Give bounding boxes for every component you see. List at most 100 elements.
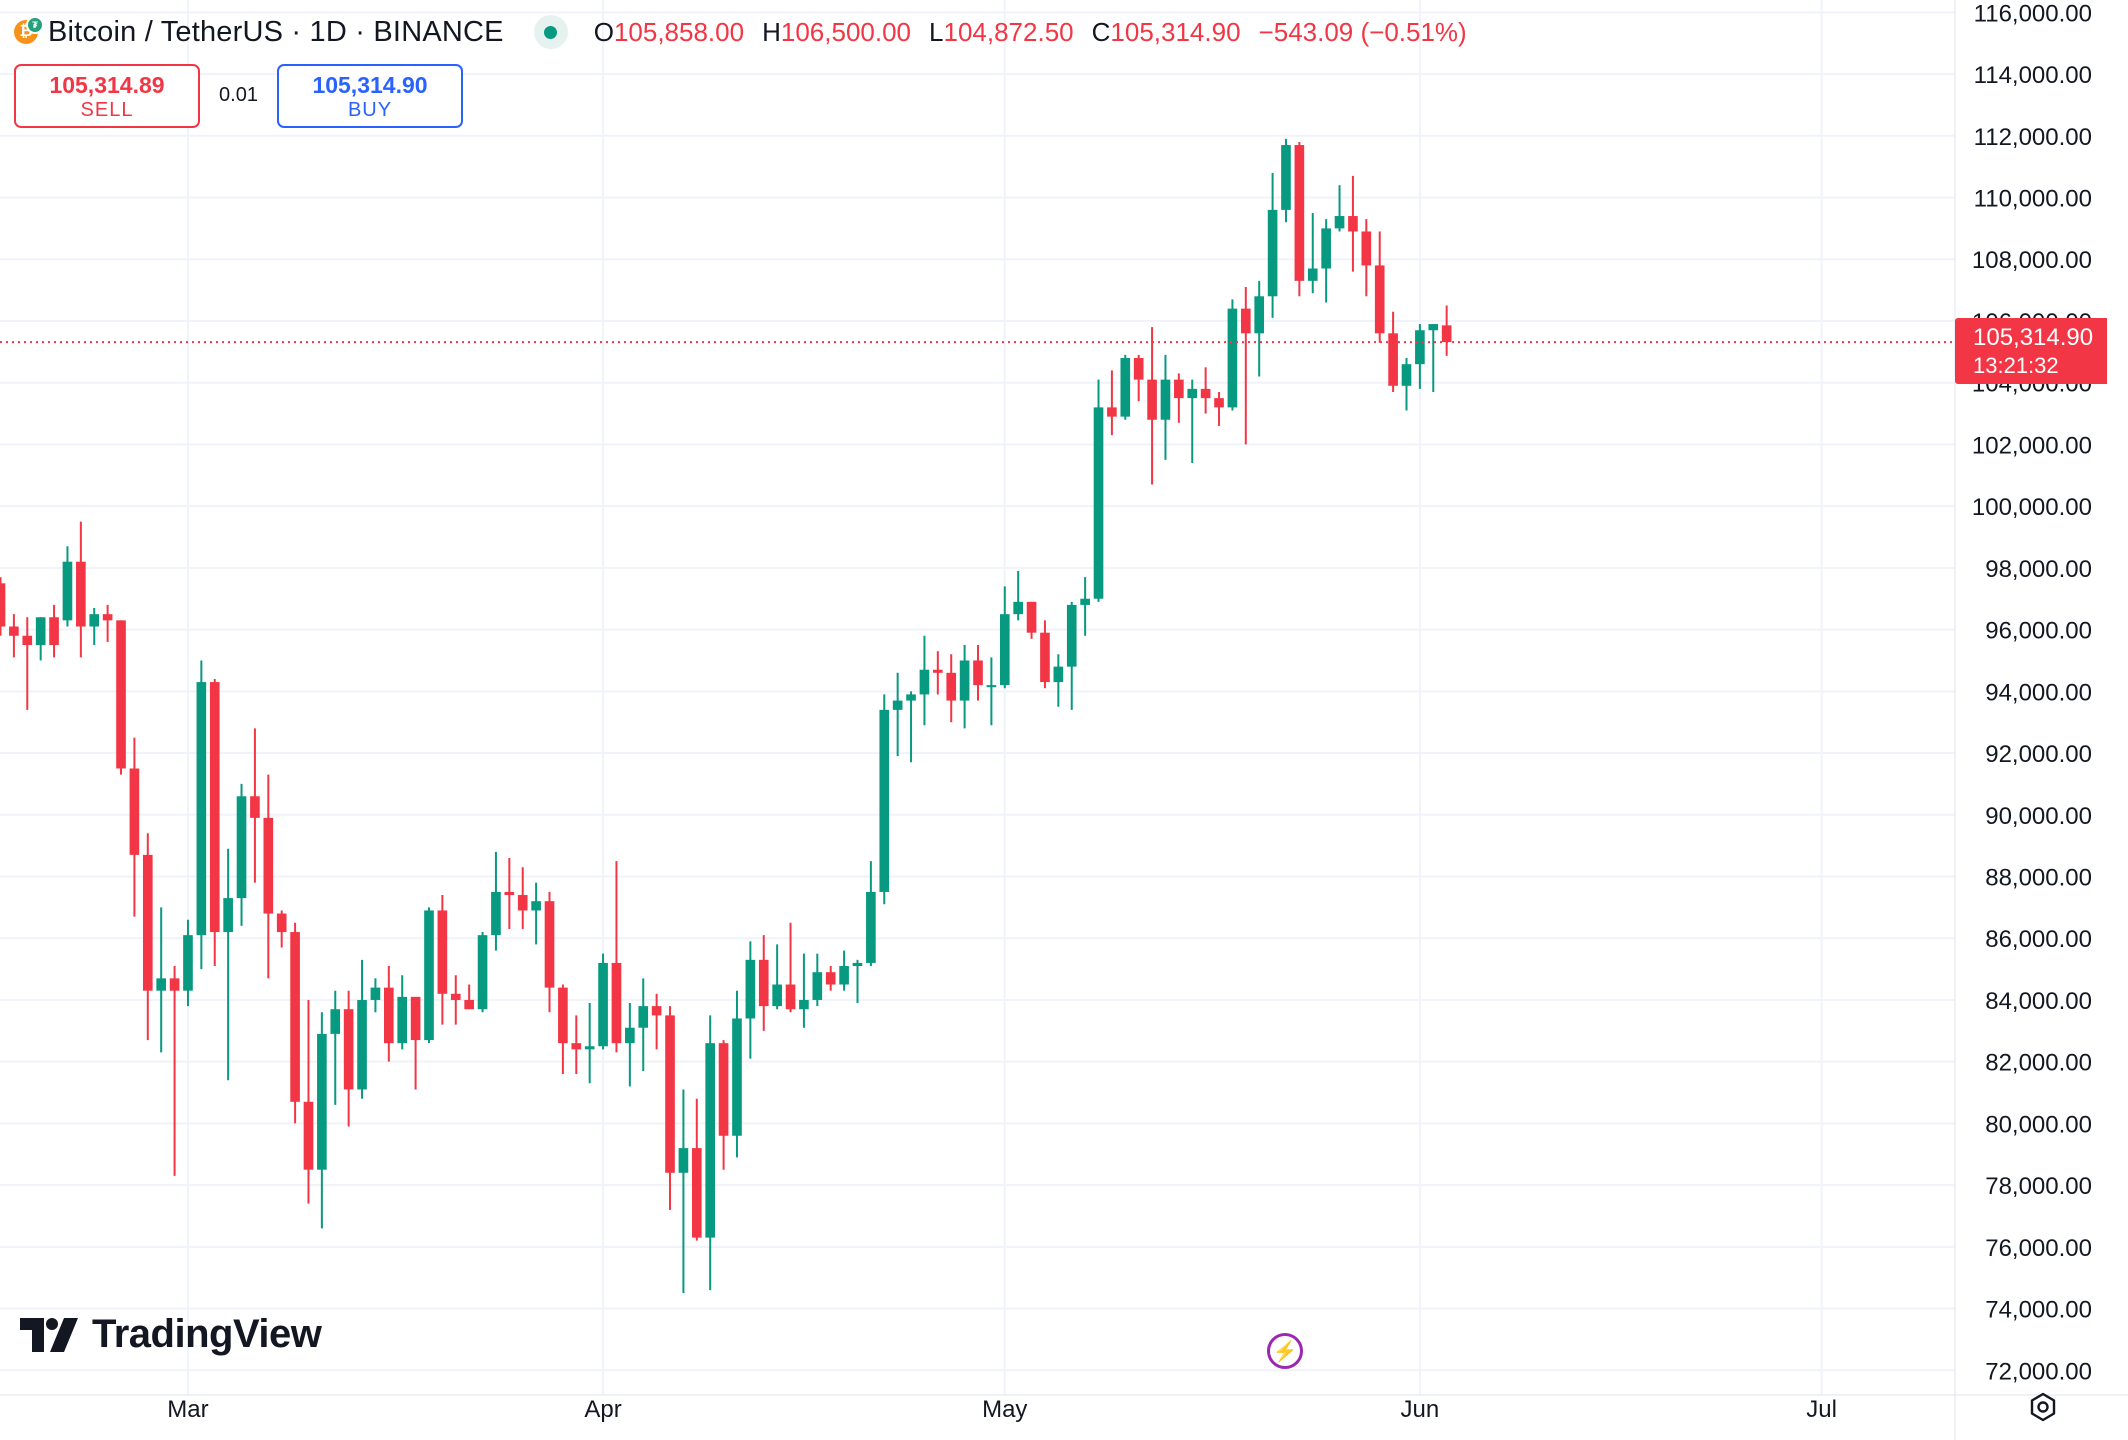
candle-up xyxy=(1093,379,1104,602)
candle-body xyxy=(290,932,300,1102)
candle-body xyxy=(236,796,247,899)
candle-body xyxy=(504,891,515,896)
candle-body xyxy=(22,635,33,646)
candle-body xyxy=(745,959,756,1019)
last-price-tag: 105,314.90 13:21:32 xyxy=(1955,318,2107,384)
candle-body xyxy=(812,972,823,1000)
y-tick-label: 110,000.00 xyxy=(1974,186,2092,213)
candle-body xyxy=(1294,145,1305,281)
candle-down xyxy=(1200,367,1211,414)
candle-body xyxy=(986,685,997,688)
candle-body xyxy=(558,987,568,1044)
candle-up xyxy=(89,607,100,646)
candle-body xyxy=(1080,598,1090,605)
ohlc-close-key: C xyxy=(1091,16,1111,47)
price-axis[interactable]: 72,000.00 74,000.00 76,000.00 78,000.00 80,0… xyxy=(1972,0,2092,1385)
candle-body xyxy=(1147,379,1157,420)
candle-body xyxy=(397,996,408,1044)
candle-down xyxy=(263,774,274,979)
candle-body xyxy=(906,694,916,701)
candle-up xyxy=(1267,172,1278,318)
candle-body xyxy=(317,1033,327,1170)
candle-up xyxy=(223,848,233,1081)
candle-down xyxy=(1147,327,1157,485)
y-tick-label: 86,000.00 xyxy=(1985,926,2092,953)
ohlc-high-key: H xyxy=(762,16,781,47)
candle-down xyxy=(276,910,287,948)
symbol-title[interactable]: Bitcoin / TetherUS · 1D · BINANCE xyxy=(48,15,504,48)
candle-up xyxy=(1321,219,1331,303)
ohlc-low-value: 104,872.50 xyxy=(943,16,1074,47)
candle-up xyxy=(999,586,1010,689)
candle-body xyxy=(169,978,180,991)
candle-body xyxy=(866,891,876,963)
candle-down xyxy=(1240,287,1251,445)
candle-body xyxy=(303,1101,314,1170)
candle-body xyxy=(1267,209,1278,297)
candle-down xyxy=(450,975,461,1025)
candle-up xyxy=(1401,358,1412,411)
candle-body xyxy=(142,854,153,991)
settings-gear-icon[interactable] xyxy=(2028,1392,2058,1422)
candle-body xyxy=(1281,145,1291,210)
order-quantity[interactable]: 0.01 xyxy=(219,84,258,106)
candle-up xyxy=(1254,280,1265,377)
time-axis[interactable]: Mar Apr May Jun Jul xyxy=(167,1396,1837,1423)
candle-down xyxy=(1361,219,1372,297)
candle-body xyxy=(276,913,287,933)
candle-up xyxy=(1307,212,1318,294)
candle-up xyxy=(1334,185,1345,232)
y-tick-label: 96,000.00 xyxy=(1985,618,2092,645)
candle-body xyxy=(1133,358,1144,380)
candle-up xyxy=(732,990,742,1158)
candle-body xyxy=(384,987,394,1044)
candle-down xyxy=(343,990,354,1127)
buy-button[interactable]: 105,314.90 BUY xyxy=(277,64,463,128)
candle-body xyxy=(129,768,140,855)
candle-body xyxy=(437,910,448,994)
candle-countdown: 13:21:32 xyxy=(1973,352,2059,378)
candle-down xyxy=(651,993,662,1050)
candle-up xyxy=(1120,354,1131,420)
x-tick-label: May xyxy=(982,1396,1027,1423)
candle-up xyxy=(638,978,649,1071)
candle-up xyxy=(879,694,890,905)
candle-body xyxy=(678,1148,689,1173)
y-tick-label: 116,000.00 xyxy=(1974,0,2092,27)
y-tick-label: 100,000.00 xyxy=(1972,494,2092,521)
candle-up xyxy=(892,672,903,757)
candle-down xyxy=(1174,373,1184,423)
candle-up xyxy=(852,959,863,1004)
candle-body xyxy=(919,669,930,695)
candle-body xyxy=(1227,308,1238,408)
candle-body xyxy=(638,1006,649,1028)
flash-event-icon[interactable]: ⚡ xyxy=(1267,1333,1303,1369)
candle-body xyxy=(892,700,903,710)
candle-body xyxy=(343,1009,354,1090)
candle-down xyxy=(517,867,528,929)
candle-up xyxy=(370,978,381,1013)
candle-up xyxy=(598,953,608,1050)
candle-up xyxy=(531,882,541,945)
candle-body xyxy=(1428,324,1439,331)
y-tick-label: 102,000.00 xyxy=(1972,432,2092,459)
candle-up xyxy=(1187,379,1198,463)
x-tick-label: Apr xyxy=(584,1396,621,1423)
candle-body xyxy=(370,987,381,1000)
candle-body xyxy=(1415,330,1425,365)
candle-up xyxy=(183,919,193,1007)
candle-up xyxy=(1066,601,1077,710)
candle-down xyxy=(544,891,555,1013)
candle-body xyxy=(9,626,19,636)
candle-body xyxy=(464,999,474,1010)
candle-down xyxy=(973,645,983,701)
tradingview-logo-icon xyxy=(20,1317,78,1352)
sell-button[interactable]: 105,314.89 SELL xyxy=(14,64,200,128)
candle-up xyxy=(196,660,207,970)
y-tick-label: 92,000.00 xyxy=(1985,741,2092,768)
candle-up xyxy=(317,1012,327,1229)
candle-body xyxy=(1361,231,1372,266)
candle-body xyxy=(1187,388,1198,399)
tradingview-logo[interactable]: TradingView xyxy=(20,1312,322,1357)
